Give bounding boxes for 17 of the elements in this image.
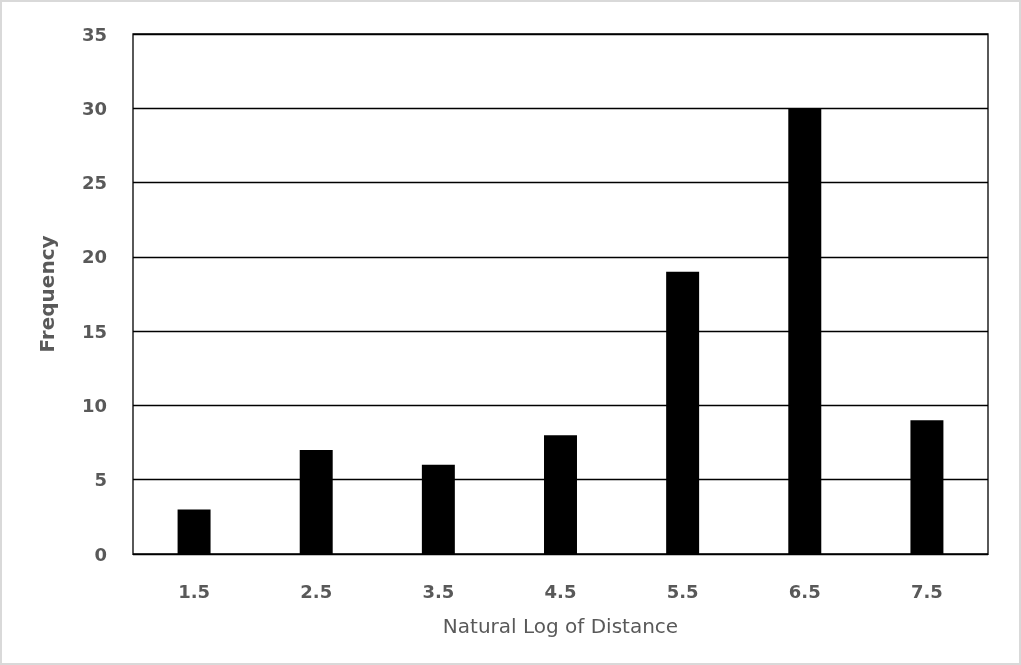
y-axis-title: Frequency [35, 235, 59, 353]
x-tick-label: 1.5 [178, 580, 211, 602]
x-tick-label: 2.5 [300, 580, 333, 602]
x-tick-label: 6.5 [788, 580, 821, 602]
y-tick-label: 5 [94, 469, 107, 491]
y-tick-label: 30 [81, 97, 107, 119]
x-tick-label: 3.5 [422, 580, 455, 602]
y-tick-label: 0 [94, 543, 107, 565]
x-tick-label: 5.5 [666, 580, 699, 602]
x-tick-label: 7.5 [910, 580, 943, 602]
y-tick-label: 25 [81, 172, 107, 194]
y-tick-label: 20 [81, 246, 107, 268]
y-tick-label: 10 [81, 394, 107, 416]
x-tick-label: 4.5 [544, 580, 577, 602]
y-tick-label: 35 [81, 23, 107, 45]
y-tick-label: 15 [81, 320, 107, 342]
x-axis-title: Natural Log of Distance [442, 614, 679, 638]
